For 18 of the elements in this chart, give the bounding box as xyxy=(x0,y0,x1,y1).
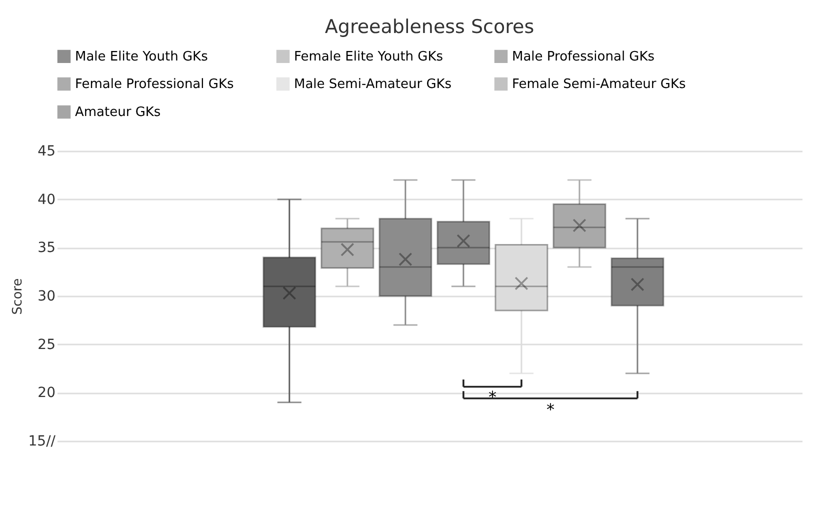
y-tick-label: 25 xyxy=(38,336,56,353)
y-tick-label: 35 xyxy=(38,240,56,256)
y-tick-label: 30 xyxy=(38,288,56,304)
annotation: * xyxy=(488,388,496,406)
annotation: * xyxy=(546,400,554,419)
chart-title: Agreeableness Scores xyxy=(324,16,534,38)
legend-label: Female Elite Youth GKs xyxy=(294,49,444,64)
legend-label: Amateur GKs xyxy=(75,105,161,120)
y-tick-label: 15// xyxy=(28,434,56,450)
legend-label: Male Semi-Amateur GKs xyxy=(294,77,452,92)
legend-label: Female Professional GKs xyxy=(75,77,234,92)
y-axis-title: Score xyxy=(10,278,26,315)
legend-label: Male Elite Youth GKs xyxy=(75,49,208,64)
legend-label: Female Semi-Amateur GKs xyxy=(512,77,686,92)
y-tick-label: 40 xyxy=(38,192,56,208)
y-tick-label: 20 xyxy=(38,385,56,402)
y-tick-label: 45 xyxy=(38,144,56,160)
legend-label: Male Professional GKs xyxy=(512,49,655,64)
